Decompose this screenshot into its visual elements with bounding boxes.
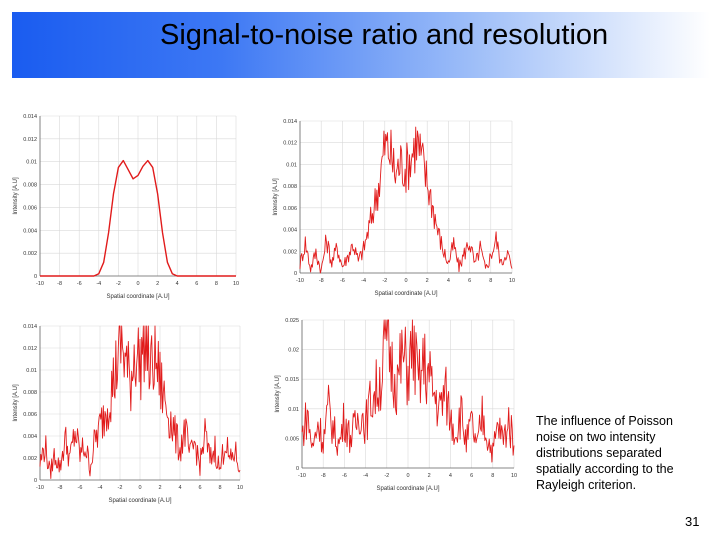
y-tick-label: 0.025 <box>285 318 299 324</box>
x-tick-label: 8 <box>215 281 218 287</box>
x-axis-label: Spatial coordinate [A.U] <box>106 294 169 300</box>
slide-title: Signal-to-noise ratio and resolution <box>160 19 609 51</box>
x-tick-label: -6 <box>78 485 83 491</box>
x-tick-label: -8 <box>321 473 326 479</box>
x-tick-label: -10 <box>36 281 44 287</box>
x-tick-label: 2 <box>428 473 431 479</box>
plot-medium-noise: 0 0.002 0.004 0.006 0.008 0.01 0.012 0.014 -10 -8… <box>10 318 248 512</box>
y-tick-label: 0.014 <box>23 324 37 330</box>
x-tick-label: -2 <box>118 485 123 491</box>
y-tick-label: 0.004 <box>23 434 37 440</box>
x-axis-label: Spatial coordinate [A.U] <box>374 291 437 297</box>
y-tick-label: 0.002 <box>23 456 37 462</box>
series-line <box>299 126 513 274</box>
series-line <box>40 159 236 277</box>
y-tick-label: 0.008 <box>23 183 37 189</box>
x-tick-label: 8 <box>218 485 221 491</box>
plot-high-noise: 0 0.005 0.01 0.015 0.02 0.025 -10 -8 -6 -4 -2 0 2 4 6 8… <box>272 312 522 500</box>
x-tick-label: 10 <box>511 473 517 479</box>
y-axis-label: Intensity [A.U] <box>275 375 281 413</box>
x-tick-label: -4 <box>361 278 366 284</box>
x-tick-label: 10 <box>233 281 239 287</box>
x-tick-label: -8 <box>58 485 63 491</box>
x-tick-label: 0 <box>404 278 407 284</box>
x-tick-label: 10 <box>509 278 515 284</box>
x-tick-label: 4 <box>447 278 450 284</box>
x-tick-label: 2 <box>156 281 159 287</box>
y-tick-label: 0.014 <box>23 114 37 120</box>
y-tick-label: 0.006 <box>23 205 37 211</box>
x-tick-label: 4 <box>449 473 452 479</box>
series-line <box>301 319 515 463</box>
y-tick-label: 0.002 <box>23 251 37 257</box>
y-tick-label: 0.002 <box>283 249 297 255</box>
y-tick-label: 0.02 <box>288 348 299 354</box>
plot-noiseless: 0 0.002 0.004 0.006 0.008 0.01 0.012 0.014 -10 -8… <box>10 108 244 308</box>
y-tick-label: 0.01 <box>26 160 37 166</box>
y-tick-label: 0.004 <box>283 228 297 234</box>
y-tick-label: 0.005 <box>285 436 299 442</box>
x-tick-label: 6 <box>468 278 471 284</box>
x-tick-label: 0 <box>136 281 139 287</box>
title-bar <box>12 12 710 78</box>
plot-high-noise-svg: 0 0.005 0.01 0.015 0.02 0.025 -10 -8 -6 -4 -2 0 2 4 6 8… <box>275 318 517 492</box>
x-tick-label: 6 <box>198 485 201 491</box>
y-tick-label: 0.006 <box>23 412 37 418</box>
y-tick-label: 0.015 <box>285 377 299 383</box>
plot-noiseless-svg: 0 0.002 0.004 0.006 0.008 0.01 0.012 0.014 -10 -8… <box>13 114 239 300</box>
x-tick-label: -2 <box>382 278 387 284</box>
x-tick-label: -2 <box>384 473 389 479</box>
x-tick-label: -4 <box>363 473 368 479</box>
y-tick-label: 0.01 <box>288 407 299 413</box>
x-tick-label: 6 <box>470 473 473 479</box>
y-tick-label: 0.008 <box>283 184 297 190</box>
y-tick-label: 0.008 <box>23 390 37 396</box>
y-tick-label: 0.012 <box>23 137 37 143</box>
x-tick-label: 4 <box>178 485 181 491</box>
x-tick-label: -4 <box>96 281 101 287</box>
y-tick-label: 0 <box>296 466 299 472</box>
x-tick-label: 6 <box>195 281 198 287</box>
x-tick-label: -10 <box>36 485 44 491</box>
x-tick-label: 8 <box>491 473 494 479</box>
x-tick-label: 8 <box>489 278 492 284</box>
page-number: 31 <box>685 514 700 529</box>
y-tick-label: 0.014 <box>283 119 297 125</box>
y-tick-label: 0.01 <box>26 368 37 374</box>
y-tick-label: 0 <box>34 478 37 484</box>
y-tick-label: 0.012 <box>23 346 37 352</box>
y-axis-label: Intensity [A.U] <box>13 177 19 215</box>
x-tick-label: -8 <box>319 278 324 284</box>
y-tick-label: 0.01 <box>286 162 297 168</box>
figure-caption: The influence of Poisson noise on two in… <box>536 414 674 492</box>
y-tick-label: 0.006 <box>283 206 297 212</box>
x-tick-label: -8 <box>57 281 62 287</box>
y-tick-label: 0 <box>294 271 297 277</box>
x-tick-label: 10 <box>237 485 243 491</box>
x-tick-label: 0 <box>138 485 141 491</box>
x-axis-label: Spatial coordinate [A.U] <box>108 498 171 504</box>
y-axis-label: Intensity [A.U] <box>13 384 19 422</box>
plot-low-noise: 0 0.002 0.004 0.006 0.008 0.01 0.012 0.014 -10 -8… <box>270 113 520 305</box>
series-line <box>39 325 241 479</box>
x-tick-label: -10 <box>296 278 304 284</box>
x-axis-label: Spatial coordinate [A.U] <box>376 486 439 492</box>
x-tick-label: -4 <box>98 485 103 491</box>
y-tick-label: 0.004 <box>23 228 37 234</box>
x-tick-label: 2 <box>158 485 161 491</box>
x-tick-label: -6 <box>342 473 347 479</box>
y-tick-label: 0.012 <box>283 141 297 147</box>
x-tick-label: 4 <box>176 281 179 287</box>
x-tick-label: -6 <box>340 278 345 284</box>
x-tick-label: -2 <box>116 281 121 287</box>
x-tick-label: 0 <box>406 473 409 479</box>
x-tick-label: 2 <box>426 278 429 284</box>
y-tick-label: 0 <box>34 274 37 280</box>
plot-low-noise-svg: 0 0.002 0.004 0.006 0.008 0.01 0.012 0.014 -10 -8… <box>273 119 515 297</box>
y-axis-label: Intensity [A.U] <box>273 178 279 216</box>
x-tick-label: -6 <box>77 281 82 287</box>
x-tick-label: -10 <box>298 473 306 479</box>
plot-medium-noise-svg: 0 0.002 0.004 0.006 0.008 0.01 0.012 0.014 -10 -8… <box>13 324 243 504</box>
